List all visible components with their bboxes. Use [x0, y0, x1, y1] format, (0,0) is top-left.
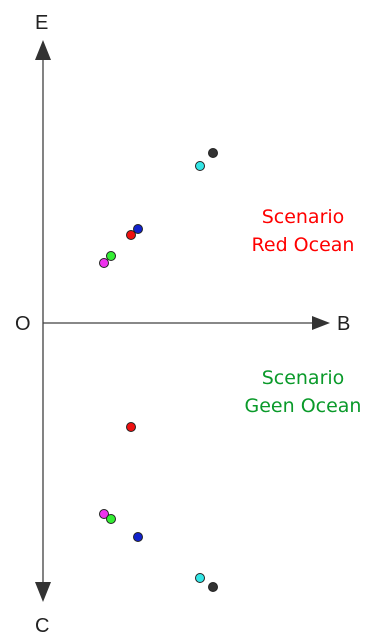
axis-arrow-right: [312, 316, 330, 330]
dot-red-upper: [126, 230, 136, 240]
axis-arrow-up: [35, 40, 51, 60]
scenario-green-line2: Geen Ocean: [245, 395, 362, 417]
axis-label-c: C: [35, 615, 49, 636]
dot-green-lower: [106, 514, 116, 524]
dot-blue-lower: [133, 532, 143, 542]
dot-black-lower: [208, 582, 218, 592]
origin-label-o: O: [15, 313, 31, 335]
axis-arrow-down: [35, 582, 51, 602]
axis-label-e: E: [35, 12, 48, 34]
scenario-green-line1: Scenario: [262, 367, 345, 389]
dot-red-lower: [126, 422, 136, 432]
scenario-red-line1: Scenario: [262, 206, 345, 228]
dot-magenta-upper: [99, 258, 109, 268]
dot-magenta-lower: [99, 509, 109, 519]
dot-blue-upper: [133, 224, 143, 234]
axis-label-b: B: [337, 313, 350, 335]
scenario-red-line2: Red Ocean: [252, 234, 355, 256]
dot-green-upper: [106, 251, 116, 261]
dot-cyan-upper: [195, 161, 205, 171]
dot-cyan-lower: [195, 573, 205, 583]
dot-black-upper: [208, 148, 218, 158]
